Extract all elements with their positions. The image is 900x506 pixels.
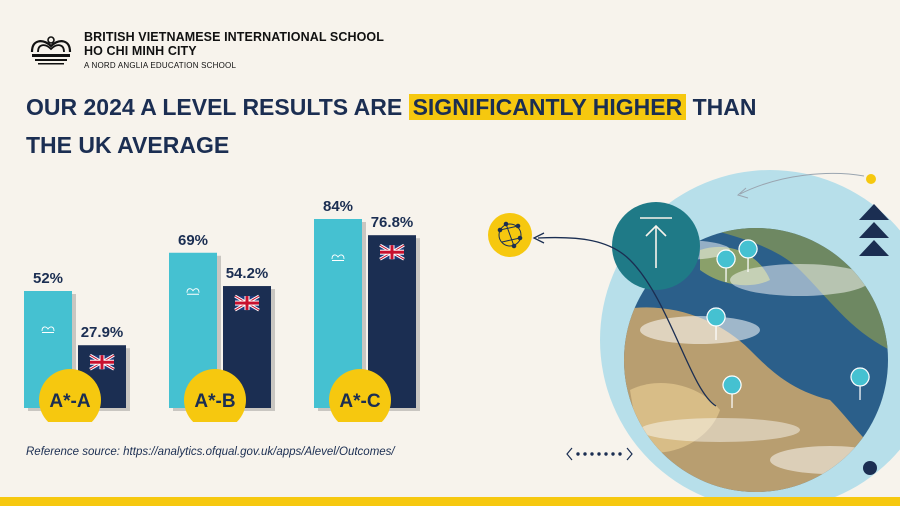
bar-value-label: 69% (178, 232, 208, 249)
headline-highlight: SIGNIFICANTLY HIGHER (408, 94, 687, 120)
reference-source: Reference source: https://analytics.ofqu… (26, 446, 395, 458)
bar-value-label: 54.2% (226, 265, 269, 282)
top-arc-arrowhead (736, 187, 749, 199)
school-crest-icon (41, 326, 55, 333)
headline-part2: THAN THE UK AVERAGE (26, 94, 757, 158)
chevron-left-icon[interactable] (566, 447, 573, 461)
slide-pager[interactable] (566, 446, 634, 462)
category-label: A*-B (194, 391, 235, 412)
triangle-icon (859, 204, 889, 256)
globe-illustration (488, 170, 900, 506)
up-arrow-icon (640, 217, 672, 268)
uk-flag-icon (89, 353, 115, 371)
category-badge (184, 369, 246, 422)
category-badge (39, 369, 101, 422)
network-icon (497, 221, 523, 249)
school-name-line1: BRITISH VIETNAMESE INTERNATIONAL SCHOOL (84, 30, 384, 44)
school-tagline: A NORD ANGLIA EDUCATION SCHOOL (84, 60, 237, 70)
school-header: BRITISH VIETNAMESE INTERNATIONAL SCHOOL … (26, 30, 384, 70)
pager-control[interactable] (566, 446, 634, 462)
category-label: A*-A (49, 391, 90, 412)
uk-flag-icon (379, 243, 405, 261)
school-crest-icon (30, 36, 72, 65)
chevron-right-icon[interactable] (626, 447, 633, 461)
results-bar-chart: 52% 27.9% A*-A 69% 54.2% A*-B 84% 76.8% A*-C (24, 198, 420, 422)
category-badge (329, 369, 391, 422)
pager-dots (576, 452, 622, 456)
bar-value-label: 27.9% (81, 324, 124, 341)
school-crest-icon (186, 288, 200, 295)
headline-part1: OUR 2024 A LEVEL RESULTS ARE (26, 94, 409, 120)
yellow-dot (866, 174, 876, 184)
bar-value-label: 52% (33, 270, 63, 287)
location-pin-icon (706, 239, 870, 409)
curved-arrow (537, 236, 717, 407)
school-crest-icon (331, 254, 345, 261)
bar-value-label: 76.8% (371, 214, 414, 231)
bar-value-label: 84% (323, 198, 353, 215)
uk-flag-icon (234, 294, 260, 312)
bottom-accent-bar (0, 497, 900, 506)
arrowhead-icon (532, 232, 545, 244)
school-name: BRITISH VIETNAMESE INTERNATIONAL SCHOOL … (84, 30, 384, 70)
navy-dot (863, 461, 877, 475)
category-label: A*-C (339, 391, 380, 412)
headline: OUR 2024 A LEVEL RESULTS ARE SIGNIFICANT… (26, 88, 806, 164)
school-name-line2: HO CHI MINH CITY (84, 44, 197, 59)
top-arc-arrow (739, 172, 865, 195)
